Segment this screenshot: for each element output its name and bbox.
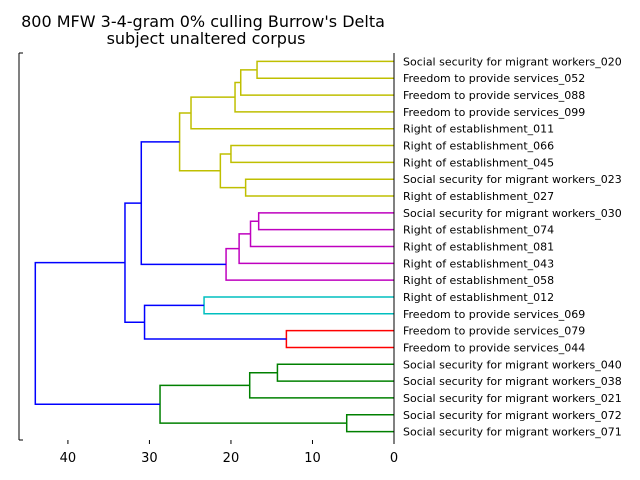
dendrogram-links: [34, 60, 394, 433]
chart-title-line-2: subject unaltered corpus: [107, 29, 306, 48]
x-tick-label: 0: [390, 451, 398, 466]
leaf-label: Right of establishment_045: [403, 156, 554, 169]
leaf-label: Right of establishment_011: [403, 123, 554, 136]
dendrogram-link: [190, 96, 394, 130]
leaf-label: Social security for migrant workers_040: [403, 358, 622, 371]
dendrogram-link: [219, 153, 246, 189]
x-tick-label: 20: [223, 451, 240, 466]
plot-frame: [18, 52, 395, 441]
leaf-label: Freedom to provide services_052: [403, 72, 585, 85]
leaf-label: Right of establishment_027: [403, 190, 554, 203]
dendrogram-link: [159, 384, 347, 424]
x-tick-label: 10: [304, 451, 321, 466]
dendrogram-link: [238, 233, 394, 265]
dendrogram-link: [276, 363, 394, 382]
leaf-labels: Social security for migrant workers_020 F…: [403, 55, 622, 438]
dendrogram-link: [244, 178, 394, 197]
x-axis-ticks: 40 30 20 10 0: [60, 440, 398, 466]
dendrogram-link: [34, 261, 161, 405]
leaf-label: Social security for migrant workers_038: [403, 375, 622, 388]
leaf-label: Social security for migrant workers_021: [403, 392, 622, 405]
dendrogram-link: [239, 69, 394, 96]
leaf-label: Right of establishment_043: [403, 257, 554, 270]
dendrogram-link: [345, 414, 394, 433]
leaf-label: Social security for migrant workers_071: [403, 426, 622, 439]
leaf-label: Right of establishment_066: [403, 140, 554, 153]
leaf-label: Social security for migrant workers_023: [403, 173, 622, 186]
leaf-label: Freedom to provide services_088: [403, 89, 585, 102]
leaf-label: Social security for migrant workers_020: [403, 55, 622, 68]
leaf-label: Right of establishment_012: [403, 291, 554, 304]
dendrogram-link: [256, 60, 394, 79]
leaf-label: Freedom to provide services_044: [403, 341, 585, 354]
dendrogram-link: [230, 144, 394, 164]
x-tick-label: 30: [141, 451, 158, 466]
leaf-label: Social security for migrant workers_072: [403, 409, 622, 422]
dendrogram-link: [225, 247, 394, 281]
leaf-label: Right of establishment_081: [403, 241, 554, 254]
leaf-label: Right of establishment_074: [403, 224, 554, 237]
chart-title-line-1: 800 MFW 3-4-gram 0% culling Burrow's Del…: [21, 12, 385, 31]
dendrogram-link: [249, 220, 394, 248]
dendrogram-link: [143, 304, 287, 340]
dendrogram-link: [285, 329, 394, 349]
dendrogram-link: [140, 141, 227, 266]
dendrogram-link: [203, 296, 394, 315]
leaf-label: Freedom to provide services_069: [403, 308, 585, 321]
dendrogram-link: [178, 112, 221, 172]
leaf-label: Right of establishment_058: [403, 274, 554, 287]
x-tick-label: 40: [60, 451, 77, 466]
leaf-label: Freedom to provide services_079: [403, 325, 585, 338]
leaf-label: Social security for migrant workers_030: [403, 207, 622, 220]
dendrogram-link: [257, 212, 394, 231]
dendrogram-link: [234, 81, 394, 113]
dendrogram-link: [248, 371, 394, 399]
leaf-label: Freedom to provide services_099: [403, 106, 585, 119]
